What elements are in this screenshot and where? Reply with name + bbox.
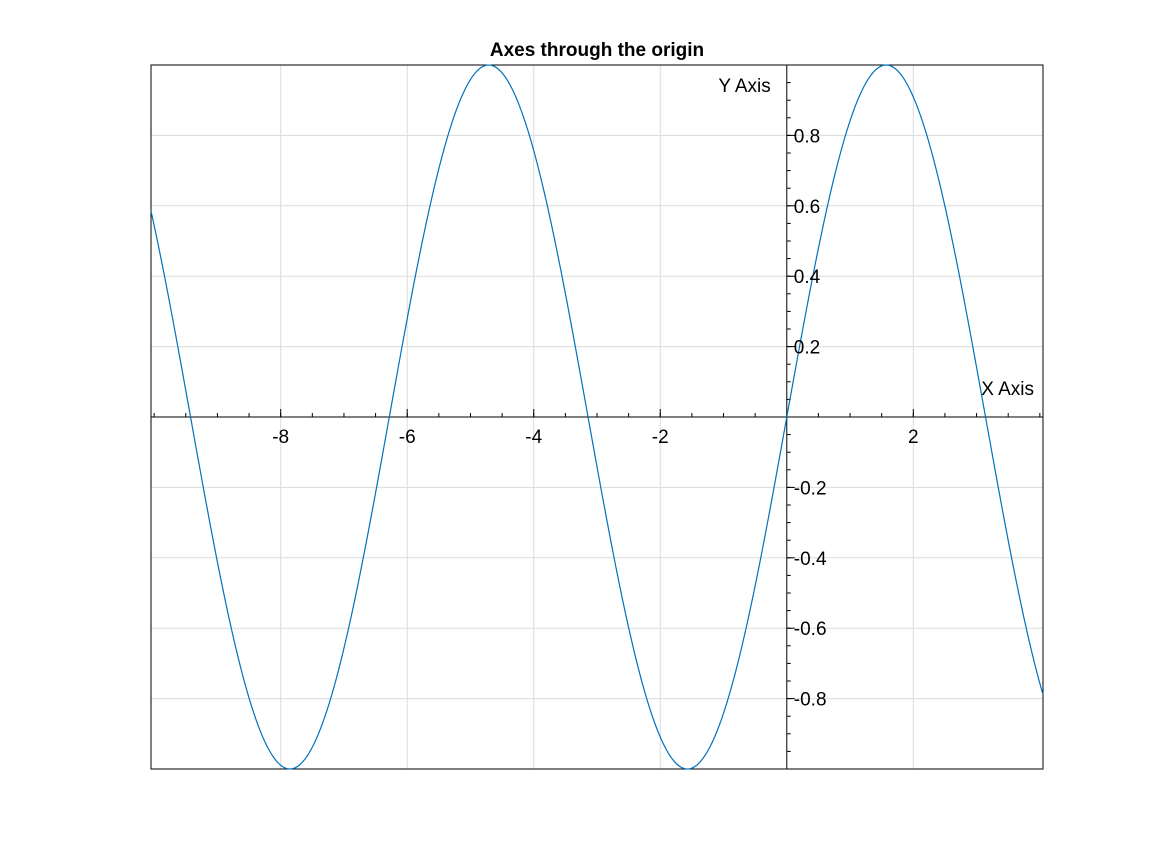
y-tick-label: 0.2	[794, 338, 820, 359]
chart-title: Axes through the origin	[490, 40, 704, 61]
series-line	[150, 64, 1044, 770]
x-axis-label: X Axis	[981, 379, 1034, 400]
y-tick-label: -0.4	[794, 549, 827, 570]
y-tick-label: 0.8	[794, 126, 820, 147]
x-tick-label: -2	[652, 427, 669, 448]
x-tick-label: 2	[908, 427, 919, 448]
y-axis-label: Y Axis	[718, 76, 770, 97]
y-tick-label: 0.6	[794, 197, 820, 218]
x-tick-label: -8	[272, 427, 289, 448]
y-tick-label: -0.6	[794, 619, 827, 640]
x-tick-label: -6	[399, 427, 416, 448]
y-tick-label: 0.4	[794, 267, 821, 288]
y-tick-label: -0.8	[794, 690, 827, 711]
y-tick-label: -0.2	[794, 478, 827, 499]
grid-lines	[151, 65, 1043, 769]
x-tick-label: -4	[525, 427, 542, 448]
tick-labels: -8 -6 -4 -2 2 0.8 0.6 0.4 0.2 -0.2 -0.4 -0.6 -0.8	[272, 126, 918, 710]
series-layer	[150, 64, 1044, 770]
